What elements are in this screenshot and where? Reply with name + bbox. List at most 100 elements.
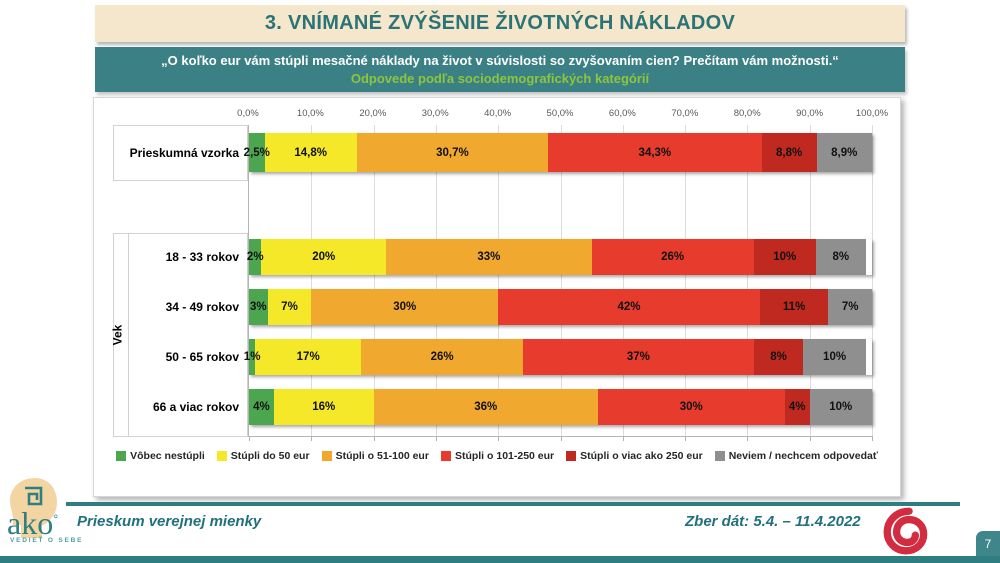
legend-swatch <box>714 451 725 461</box>
segment-value-label: 30% <box>393 301 417 313</box>
category-label: 66 a viac rokov <box>152 400 239 414</box>
segment-value-label: 16% <box>312 401 336 413</box>
sample-label-box <box>113 125 248 181</box>
red-spiral-logo-icon <box>883 507 928 555</box>
bar-segment: 30% <box>597 389 785 425</box>
chart-legend: Vôbec nestúpli Stúpli do 50 eur Stúpli o 5… <box>94 450 900 462</box>
bar-segment: 8,9% <box>816 133 872 172</box>
legend-swatch <box>321 451 332 461</box>
age-group-divider <box>128 233 129 437</box>
legend-item: Stúpli do 50 eur <box>216 450 310 462</box>
bar-segment: 30,7% <box>356 133 549 172</box>
segment-value-label: 14,8% <box>294 146 327 159</box>
segment-value-label: 2,5% <box>243 146 270 159</box>
x-tick-label: 90,0% <box>796 108 824 119</box>
legend-label: Stúpli o 51-100 eur <box>335 450 429 462</box>
bar-segment: 37% <box>523 339 754 375</box>
x-tick-label: 80,0% <box>733 108 761 119</box>
segment-value-label: 11% <box>782 301 806 313</box>
segment-value-label: 10% <box>823 351 847 363</box>
segment-value-label: 2% <box>246 251 264 263</box>
footer-left-text: Prieskum verejnej mienky <box>77 513 262 530</box>
bar-row: 3% 7% 30% 42% 11% 7% <box>249 289 872 325</box>
subtitle-bar: „O koľko eur vám stúpli mesačné náklady … <box>95 47 905 92</box>
legend-swatch <box>566 451 577 461</box>
segment-value-label: 4% <box>788 401 806 413</box>
legend-label: Vôbec nestúpli <box>130 450 205 462</box>
bar-segment: 3% <box>249 289 268 325</box>
gridline <box>498 125 500 436</box>
x-tick-label: 50,0% <box>546 108 574 119</box>
bottom-accent-bar <box>0 556 1000 563</box>
x-tick-label: 70,0% <box>671 108 699 119</box>
legend-item: Neviem / nechcem odpovedať <box>714 450 878 462</box>
bar-row: 1% 17% 26% 37% 8% 10% <box>244 339 872 375</box>
gridline <box>373 125 375 436</box>
bar-segment: 14,8% <box>264 133 357 172</box>
gridline <box>435 125 437 436</box>
bar-segment: 34,3% <box>548 133 762 172</box>
page-number-badge: 7 <box>976 531 1000 557</box>
x-tick-label: 0,0% <box>237 108 259 119</box>
segment-value-label: 42% <box>617 301 641 313</box>
legend-item: Stúpli o 101-250 eur <box>440 450 554 462</box>
legend-label: Neviem / nechcem odpovedať <box>728 450 878 462</box>
x-tick-label: 10,0% <box>296 108 324 119</box>
bar-segment: 26% <box>361 339 524 375</box>
bar-segment: 2% <box>246 239 264 275</box>
legend-item: Vôbec nestúpli <box>116 450 205 462</box>
segment-value-label: 33% <box>477 251 501 263</box>
gridline <box>809 125 811 436</box>
age-group-label-box <box>113 233 248 437</box>
segment-value-label: 26% <box>661 251 685 263</box>
segment-value-label: 37% <box>626 351 650 363</box>
legend-swatch <box>440 451 451 461</box>
gridline <box>685 125 687 436</box>
ako-logo: ako° VEDIEŤ O SEBE <box>3 477 93 549</box>
x-tickmark <box>685 436 687 441</box>
x-tick-label: 40,0% <box>484 108 512 119</box>
bar-segment: 8% <box>815 239 866 275</box>
bar-segment: 16% <box>273 389 374 425</box>
ako-slogan: VEDIEŤ O SEBE <box>10 537 84 544</box>
head-spiral-icon <box>10 478 57 538</box>
segment-value-label: 34,3% <box>638 146 672 159</box>
bar-segment: 30% <box>311 289 499 325</box>
x-tick-label: 60,0% <box>608 108 636 119</box>
page-title: 3. VNÍMANÉ ZVÝŠENIE ŽIVOTNÝCH NÁKLADOV <box>264 12 736 34</box>
x-tickmark <box>373 436 375 441</box>
category-label: 50 - 65 rokov <box>165 350 239 364</box>
survey-question: „O koľko eur vám stúpli mesačné náklady … <box>161 53 839 68</box>
bar-row: 4% 16% 36% 30% 4% 10% <box>249 389 872 425</box>
x-tickmark <box>498 436 500 441</box>
gridline <box>311 125 313 436</box>
x-tickmark <box>872 436 873 441</box>
segment-value-label: 10% <box>773 251 797 263</box>
page-number: 7 <box>984 537 992 551</box>
survey-subtitle: Odpovede podľa sociodemografických kateg… <box>350 71 650 86</box>
chart-card: 0,0% 10,0% 20,0% 30,0% 40,0% 50,0% 60,0% 70,0% 8… <box>93 97 901 497</box>
footer-divider-line <box>66 502 960 506</box>
legend-swatch <box>116 451 127 461</box>
gridline <box>560 125 562 436</box>
segment-value-label: 7% <box>281 301 298 313</box>
legend-label: Stúpli o viac ako 250 eur <box>580 450 703 462</box>
bar-segment: 4% <box>784 389 810 425</box>
bar-segment: 20% <box>261 239 387 275</box>
x-tickmark <box>747 436 749 441</box>
x-tick-label: 30,0% <box>421 108 449 119</box>
segment-value-label: 20% <box>312 251 336 263</box>
category-label: 18 - 33 rokov <box>165 250 239 264</box>
segment-value-label: 1% <box>243 351 261 363</box>
bar-segment: 36% <box>373 389 598 425</box>
segment-value-label: 4% <box>253 401 270 413</box>
gridline <box>622 125 624 436</box>
x-tickmark <box>435 436 437 441</box>
bar-segment: 4% <box>249 389 274 425</box>
bar-row: 2% 20% 33% 26% 10% 8% <box>246 239 872 275</box>
bar-segment: 10% <box>803 339 866 375</box>
bar-segment: 26% <box>591 239 754 275</box>
bar-segment: 42% <box>498 289 760 325</box>
legend-label: Stúpli do 50 eur <box>230 450 310 462</box>
